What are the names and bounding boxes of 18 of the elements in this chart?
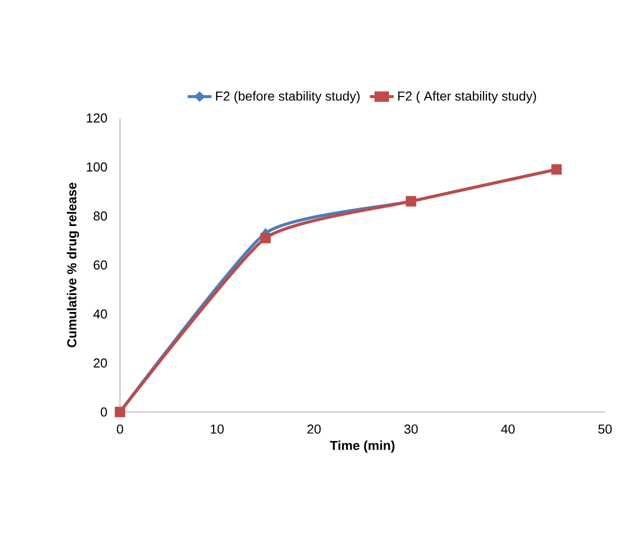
x-tick-label: 30 [404,424,418,434]
point [260,232,271,244]
y-tick-label: 0 [100,407,107,417]
x-axis-title: Time (min) [330,440,394,453]
x-tick-label: 0 [116,424,124,434]
legend-label: F2 ( After stability study) [398,91,536,104]
y-tick-label: 60 [94,260,107,270]
y-tick-label: 100 [86,162,107,172]
x-tick-label: 50 [598,424,612,434]
y-tick-label: 20 [94,358,107,368]
x-tick-label: 10 [210,424,224,434]
x-tick-label: 20 [307,424,321,434]
legend-label: F2 (before stability study) [216,91,360,104]
x-tick-label: 40 [501,424,515,434]
y-axis-title: Cumulative % drug release [66,182,80,348]
y-tick-label: 80 [94,211,107,221]
y-tick-label: 120 [86,113,107,123]
y-tick-label: 40 [93,309,107,319]
